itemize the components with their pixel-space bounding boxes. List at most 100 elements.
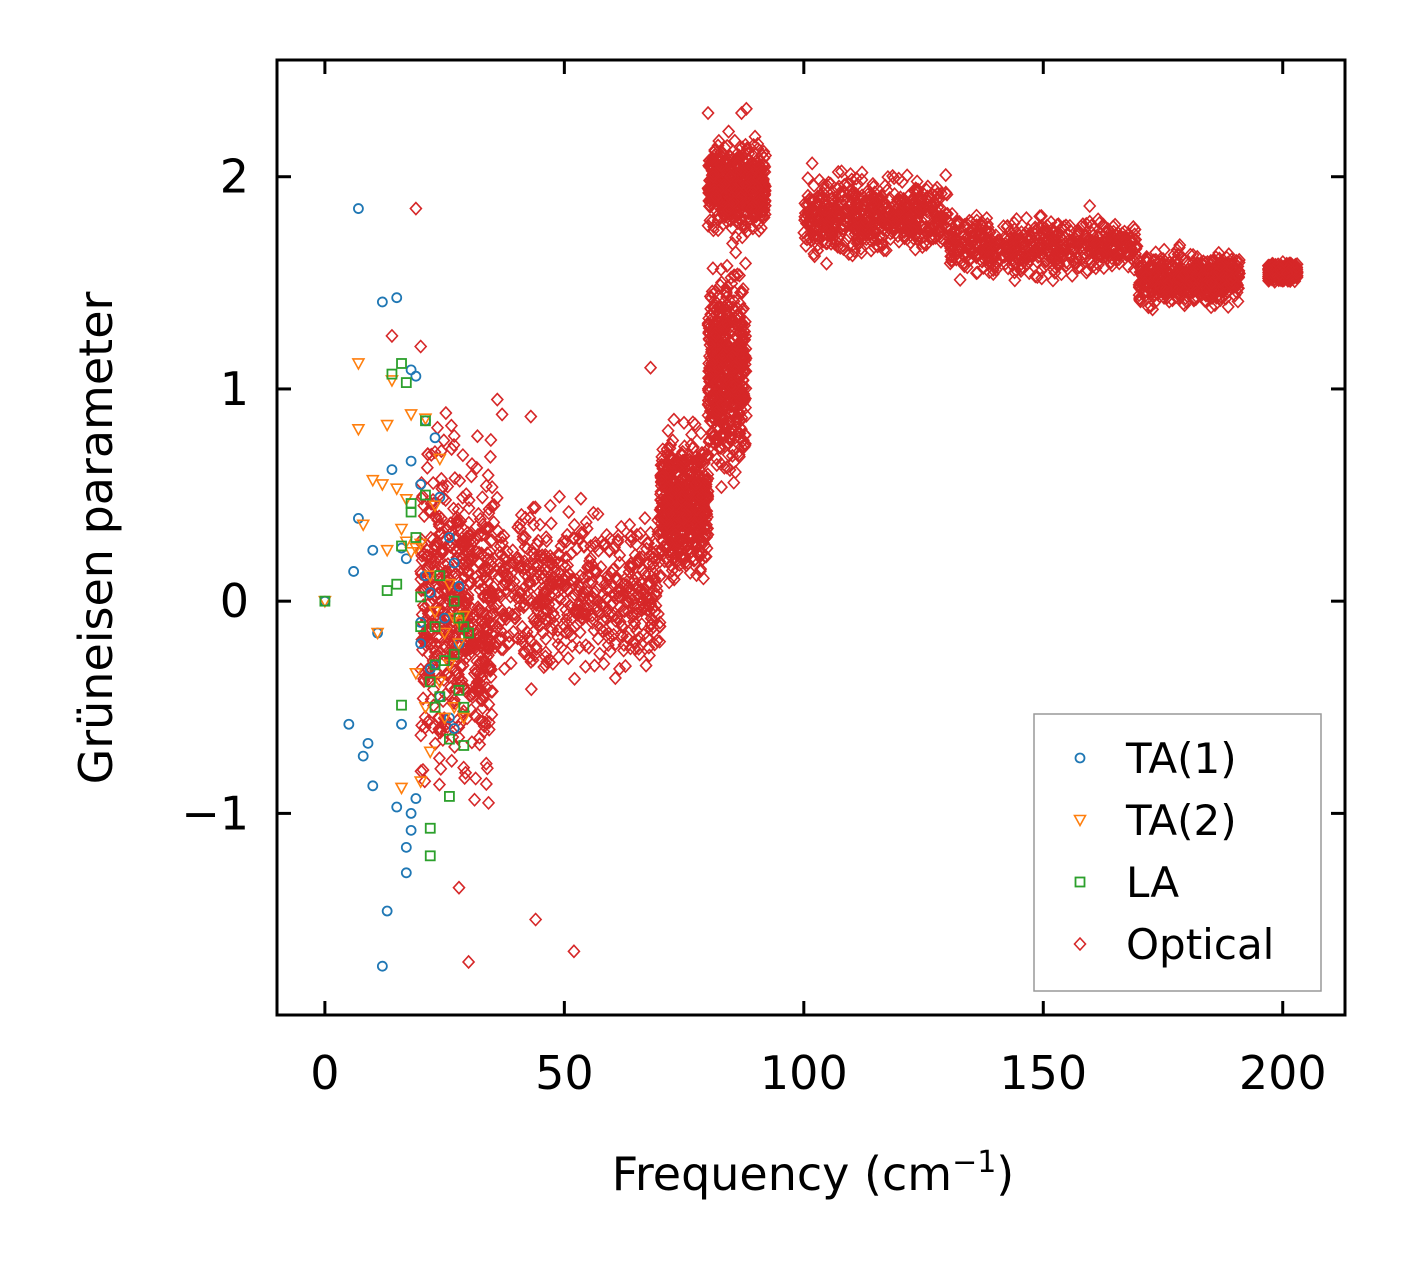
optical-point [504,655,518,671]
optical-point [633,647,647,662]
optical-point [682,467,696,482]
optical-point [711,183,726,198]
optical-point [470,460,484,476]
optical-point [513,598,527,613]
optical-point [457,760,471,775]
optical-point [450,513,464,529]
optical-point [445,580,459,596]
optical-point [415,488,430,504]
optical-point [587,658,602,673]
optical-point [715,203,729,219]
optical-point [574,491,588,506]
optical-point [469,771,483,786]
optical-point [669,547,683,562]
optical-point [666,433,680,448]
optical-point [936,210,950,225]
optical-point [450,515,464,530]
optical-point [482,502,496,517]
optical-point [452,720,466,735]
optical-point [707,166,721,181]
optical-point [462,493,476,508]
optical-point [431,603,445,618]
optical-point [654,515,668,531]
optical-point [722,196,736,212]
optical-point [584,538,598,554]
optical-point [466,638,481,653]
optical-point [707,293,722,308]
optical-point [486,624,500,639]
optical-point [642,556,656,571]
optical-point [475,527,489,543]
optical-point [481,552,495,567]
optical-point [757,184,771,199]
optical-point [577,539,591,554]
optical-point [571,597,585,613]
optical-point [505,607,519,623]
optical-point [532,584,546,600]
optical-point [729,230,743,245]
optical-point [485,707,499,722]
optical-point [472,556,486,571]
optical-point [643,604,657,619]
optical-point [483,663,497,678]
optical-point [614,618,629,634]
optical-point [713,373,727,389]
optical-point [569,572,584,587]
optical-point [536,625,550,640]
optical-point [703,413,717,429]
optical-point [758,188,772,203]
optical-point [507,587,522,603]
optical-point [450,510,464,525]
optical-point [648,604,662,620]
optical-point [686,415,700,430]
optical-point [724,179,738,195]
optical-point [547,570,562,586]
optical-point [723,169,738,184]
optical-point [607,627,621,643]
optical-point [487,498,501,513]
optical-point [613,555,627,570]
optical-point [694,481,708,497]
optical-point [572,531,586,546]
optical-point [470,429,485,444]
optical-point [855,172,869,188]
optical-point [559,602,573,618]
optical-point [559,612,573,628]
optical-point [714,275,729,290]
optical-point [653,615,667,630]
optical-point [707,329,722,344]
optical-point [611,532,625,547]
optical-point [476,700,490,716]
optical-point [473,666,487,681]
optical-point [634,575,648,590]
optical-point [628,590,642,605]
optical-point [622,631,636,647]
optical-point [578,601,592,616]
optical-point [487,600,501,615]
optical-point [664,557,678,573]
optical-point [529,560,543,575]
optical-point [452,647,466,662]
optical-point [614,519,628,535]
optical-point [628,636,642,651]
optical-point [714,479,729,495]
optical-point [552,489,567,504]
optical-point [939,167,953,183]
optical-point [448,739,462,755]
optical-point [648,637,662,652]
optical-point [481,795,496,811]
optical-point [432,518,446,534]
optical-point [757,202,771,217]
optical-point [414,583,428,598]
optical-point [719,283,733,299]
optical-point [447,437,461,453]
optical-point [725,448,740,463]
optical-point [654,467,668,482]
optical-point [703,390,717,405]
optical-point [420,630,434,645]
optical-point [738,400,753,415]
optical-point [701,484,715,499]
optical-point [454,535,468,550]
optical-point [626,609,640,624]
optical-point [690,524,704,539]
